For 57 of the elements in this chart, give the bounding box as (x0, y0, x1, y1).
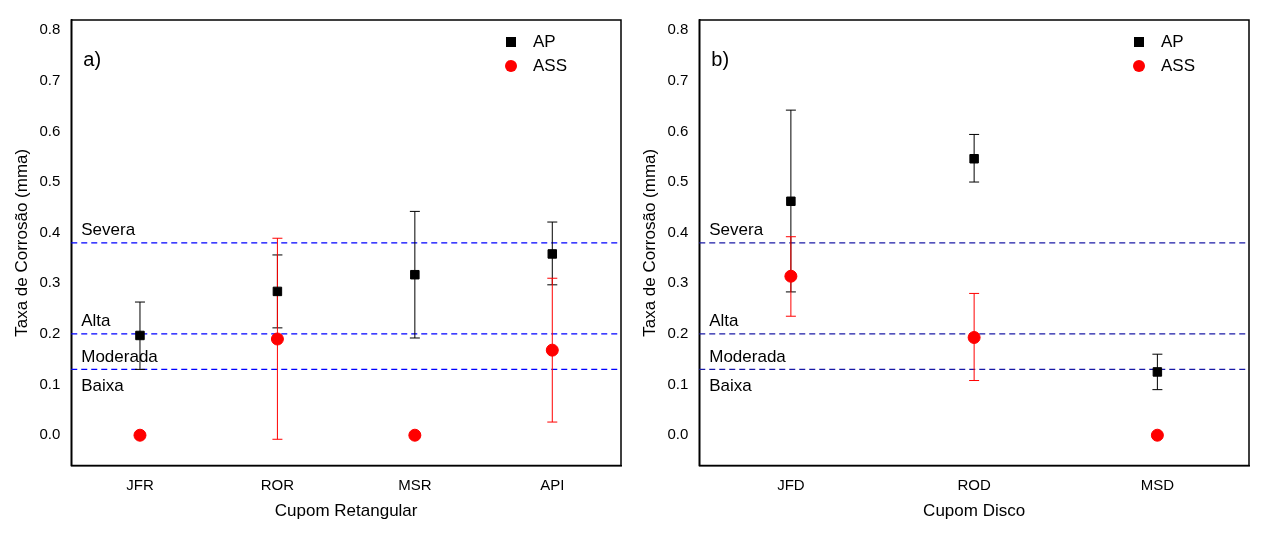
point (133, 428, 147, 442)
legend-label: AP (1161, 31, 1184, 51)
annotation: a) (83, 47, 102, 70)
point (270, 332, 284, 346)
point (784, 269, 798, 283)
x-tick-label: MSR (398, 475, 432, 493)
point (967, 330, 981, 344)
point (272, 286, 283, 297)
annotation: b) (711, 47, 730, 70)
point (786, 196, 796, 207)
ref-line-label: Severa (709, 219, 764, 239)
point (408, 428, 422, 442)
legend-label: AP (533, 31, 556, 51)
legend-label: ASS (1161, 55, 1196, 75)
y-tick-label: 0.2 (39, 324, 61, 342)
ref-line-label: Alta (81, 311, 112, 331)
y-tick-label: 0.1 (39, 374, 61, 392)
point (545, 343, 559, 357)
y-axis-title: Taxa de Corrosão (mma) (639, 148, 659, 337)
point (969, 154, 979, 164)
y-axis-title: Taxa de Corrosão (mma) (11, 148, 31, 337)
annotation: Baixa (709, 375, 753, 395)
y-tick-label: 0.5 (39, 172, 61, 190)
y-tick-label: 0.6 (667, 121, 689, 139)
y-tick-label: 0.0 (39, 425, 61, 443)
y-tick-label: 0.5 (667, 172, 689, 190)
x-tick-label: MSD (1140, 475, 1175, 493)
y-tick-label: 0.4 (667, 222, 689, 240)
y-tick-label: 0.8 (39, 20, 61, 38)
x-tick-label: JFD (777, 475, 805, 493)
x-tick-label: JFR (126, 475, 154, 493)
y-tick-label: 0.3 (39, 273, 61, 291)
x-tick-label: ROR (260, 475, 295, 493)
ref-line-label: Moderada (709, 346, 787, 366)
point (135, 330, 145, 341)
y-tick-label: 0.6 (39, 121, 61, 139)
x-tick-label: ROD (957, 475, 991, 493)
y-tick-label: 0.7 (39, 70, 61, 88)
ref-line-label: Moderada (81, 346, 159, 366)
point (1152, 367, 1163, 377)
ref-line-label: Alta (709, 311, 740, 331)
y-tick-label: 0.0 (667, 425, 689, 443)
x-tick-label: API (540, 475, 565, 493)
y-tick-label: 0.1 (667, 374, 689, 392)
ref-line-label: Severa (81, 219, 136, 239)
y-tick-label: 0.4 (39, 222, 61, 240)
point (547, 249, 558, 259)
y-tick-label: 0.8 (667, 20, 689, 38)
point (410, 269, 420, 280)
y-tick-label: 0.3 (667, 273, 689, 291)
y-tick-label: 0.2 (667, 324, 689, 342)
y-tick-label: 0.7 (667, 70, 689, 88)
annotation: Baixa (81, 375, 125, 395)
x-axis-title: Cupom Retangular (274, 501, 418, 521)
x-axis-title: Cupom Disco (923, 501, 1026, 521)
legend-label: ASS (533, 55, 568, 75)
point (1150, 428, 1164, 442)
